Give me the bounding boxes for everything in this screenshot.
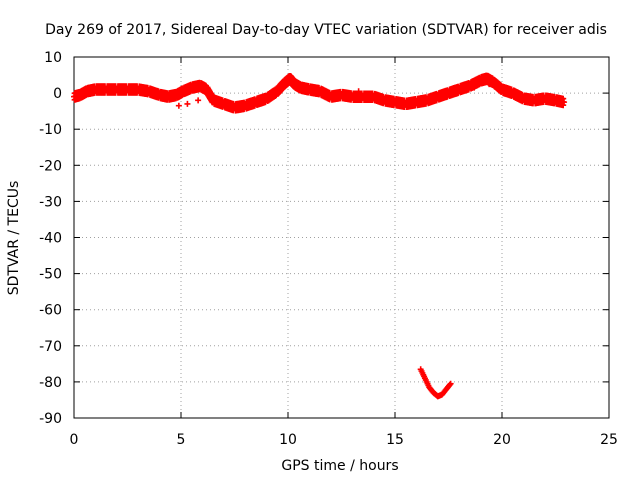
y-tick-label: -40 — [39, 231, 62, 247]
data-point — [207, 95, 214, 102]
data-point — [293, 82, 300, 89]
x-tick-label: 5 — [177, 432, 186, 448]
data-point — [560, 102, 567, 109]
data-point — [471, 84, 478, 91]
data-point — [319, 88, 326, 95]
data-point — [175, 102, 182, 109]
x-tick-label: 10 — [279, 432, 297, 448]
data-point — [334, 95, 341, 102]
y-tick-label: -50 — [39, 267, 62, 283]
data-point — [302, 86, 309, 93]
y-tick-label: -20 — [39, 158, 62, 174]
data-point — [494, 84, 501, 91]
y-tick-label: -90 — [39, 411, 62, 427]
x-tick-label: 20 — [493, 432, 511, 448]
data-point — [447, 380, 454, 387]
y-tick-label: -30 — [39, 194, 62, 210]
data-point — [355, 88, 362, 95]
y-tick-label: -10 — [39, 122, 62, 138]
grid — [74, 57, 609, 418]
y-tick-label: 0 — [53, 86, 62, 102]
data-point — [454, 88, 461, 95]
data-point — [486, 81, 493, 88]
axis-ticks — [73, 56, 610, 419]
data-point — [446, 381, 453, 388]
x-axis-label: GPS time / hours — [281, 458, 398, 474]
data-point — [561, 99, 568, 106]
x-tick-label: 0 — [70, 432, 79, 448]
y-tick-labels: 10 0 -10 -20 -30 -40 -50 -60 -70 -80 -90 — [39, 50, 62, 427]
chart-title: Day 269 of 2017, Sidereal Day-to-day VTE… — [45, 22, 607, 38]
x-tick-label: 25 — [600, 432, 618, 448]
data-point — [505, 88, 512, 95]
x-tick-label: 15 — [386, 432, 404, 448]
data-point — [462, 86, 469, 93]
x-tick-labels: 0 5 10 15 20 25 — [70, 432, 618, 448]
data-point — [184, 100, 191, 107]
data-point — [310, 90, 317, 97]
data-point — [195, 97, 202, 104]
y-axis-label: SDTVAR / TECUs — [6, 181, 22, 296]
y-tick-label: -70 — [39, 339, 62, 355]
data-point — [447, 91, 454, 98]
y-tick-label: -80 — [39, 375, 62, 391]
data-point — [560, 95, 567, 102]
y-tick-label: 10 — [44, 50, 62, 66]
data-points — [71, 72, 568, 400]
y-tick-label: -60 — [39, 303, 62, 319]
data-point — [344, 93, 351, 100]
